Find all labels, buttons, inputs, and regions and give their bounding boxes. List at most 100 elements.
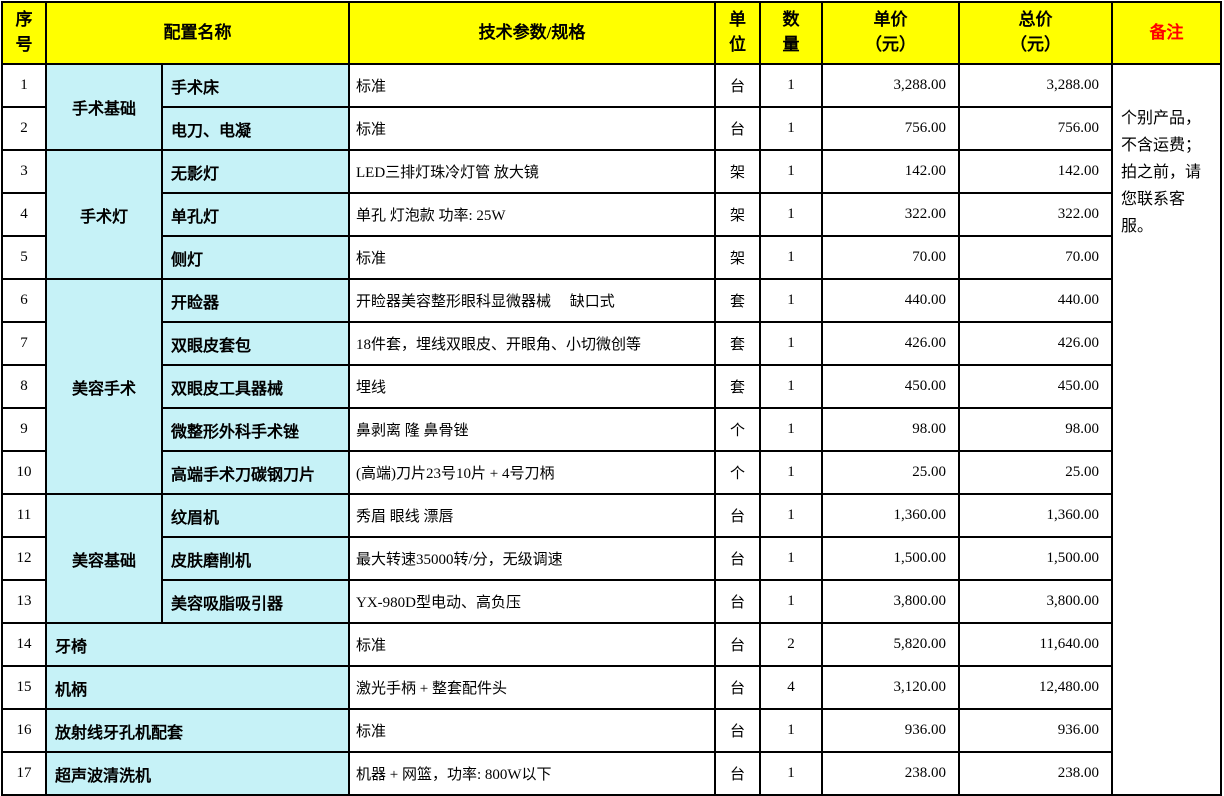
item-name-cell: 纹眉机: [161, 493, 350, 538]
total-price-cell: 322.00: [958, 192, 1113, 237]
row-number-cell: 8: [1, 364, 47, 409]
total-price-cell: 756.00: [958, 106, 1113, 151]
unit-cell: 台: [714, 106, 761, 151]
spec-cell: 鼻剥离 隆 鼻骨锉: [348, 407, 716, 452]
unit-cell: 台: [714, 751, 761, 796]
qty-cell: 1: [759, 450, 823, 495]
spec-cell: 标准: [348, 63, 716, 108]
spec-cell: 18件套，埋线双眼皮、开眼角、小切微创等: [348, 321, 716, 366]
item-name-cell: 机柄: [45, 665, 350, 710]
item-name-cell: 双眼皮套包: [161, 321, 350, 366]
spec-cell: 埋线: [348, 364, 716, 409]
qty-cell: 1: [759, 579, 823, 624]
unit-price-cell: 5,820.00: [821, 622, 960, 667]
group-name-cell: 手术灯: [45, 149, 163, 280]
qty-cell: 1: [759, 321, 823, 366]
unit-cell: 个: [714, 450, 761, 495]
item-name-cell: 双眼皮工具器械: [161, 364, 350, 409]
unit-cell: 套: [714, 321, 761, 366]
qty-cell: 1: [759, 536, 823, 581]
unit-price-cell: 98.00: [821, 407, 960, 452]
col-header-unit-price: 单价 （元）: [821, 1, 960, 65]
total-price-cell: 450.00: [958, 364, 1113, 409]
unit-cell: 台: [714, 665, 761, 710]
row-number-cell: 16: [1, 708, 47, 753]
table-row: 11 美容基础 纹眉机 秀眉 眼线 漂唇台 1 1,360.00 1,360.00: [1, 493, 1221, 624]
item-name-cell: 电刀、电凝: [161, 106, 350, 151]
qty-cell: 1: [759, 751, 823, 796]
item-name-cell: 美容吸脂吸引器: [161, 579, 350, 624]
unit-price-cell: 3,288.00: [821, 63, 960, 108]
table-body: 1 手术基础 手术床 标准台 1 3,288.00 3,288.00 个别产品，不含运费；拍之…: [1, 63, 1222, 796]
unit-price-cell: 936.00: [821, 708, 960, 753]
item-name-cell: 手术床: [161, 63, 350, 108]
row-number-cell: 1: [1, 63, 47, 108]
row-number-cell: 15: [1, 665, 47, 710]
spec-cell: 开睑器美容整形眼科显微器械 缺口式: [348, 278, 716, 323]
table-row: 6 美容手术 开睑器 开睑器美容整形眼科显微器械 缺口式套 1 440.00 440.00: [1, 278, 1221, 495]
unit-cell: 个: [714, 407, 761, 452]
qty-cell: 1: [759, 407, 823, 452]
col-header-remark: 备注: [1111, 1, 1222, 65]
spec-cell: 标准: [348, 106, 716, 151]
total-price-cell: 3,288.00: [958, 63, 1113, 108]
item-name-cell: 高端手术刀碳钢刀片: [161, 450, 350, 495]
unit-cell: 台: [714, 579, 761, 624]
total-price-cell: 142.00: [958, 149, 1113, 194]
qty-cell: 1: [759, 364, 823, 409]
spec-cell: 标准: [348, 235, 716, 280]
total-price-cell: 936.00: [958, 708, 1113, 753]
qty-cell: 1: [759, 149, 823, 194]
table-row: 17 超声波清洗机 机器 + 网篮，功率: 800W以下台 1 238.00 238.00: [1, 751, 1221, 796]
unit-price-cell: 3,800.00: [821, 579, 960, 624]
table-row: 13 美容吸脂吸引器 YX-980D型电动、高负压台 1 3,800.00 3,800.0…: [1, 579, 1221, 624]
item-name-cell: 放射线牙孔机配套: [45, 708, 350, 753]
item-name-cell: 无影灯: [161, 149, 350, 194]
spec-cell: 秀眉 眼线 漂唇: [348, 493, 716, 538]
total-price-cell: 98.00: [958, 407, 1113, 452]
spec-cell: 最大转速35000转/分，无级调速: [348, 536, 716, 581]
unit-cell: 台: [714, 708, 761, 753]
unit-cell: 台: [714, 622, 761, 667]
row-number-cell: 3: [1, 149, 47, 194]
row-number-cell: 5: [1, 235, 47, 280]
item-name-cell: 侧灯: [161, 235, 350, 280]
unit-cell: 台: [714, 493, 761, 538]
item-name-cell: 微整形外科手术锉: [161, 407, 350, 452]
total-price-cell: 1,360.00: [958, 493, 1113, 538]
row-number-cell: 2: [1, 106, 47, 151]
unit-cell: 架: [714, 149, 761, 194]
row-number-cell: 12: [1, 536, 47, 581]
unit-price-cell: 322.00: [821, 192, 960, 237]
table-row: 14 牙椅 标准台 2 5,820.00 11,640.00: [1, 622, 1221, 667]
group-name-cell: 美容手术: [45, 278, 163, 495]
item-name-cell: 单孔灯: [161, 192, 350, 237]
col-header-total-price: 总价 （元）: [958, 1, 1113, 65]
qty-cell: 1: [759, 192, 823, 237]
remark-cell: 个别产品，不含运费；拍之前，请您联系客服。: [1111, 63, 1222, 796]
total-price-cell: 3,800.00: [958, 579, 1113, 624]
qty-cell: 1: [759, 235, 823, 280]
unit-cell: 台: [714, 63, 761, 108]
qty-cell: 1: [759, 493, 823, 538]
unit-price-cell: 440.00: [821, 278, 960, 323]
col-header-qty: 数量: [759, 1, 823, 65]
table-row: 10 高端手术刀碳钢刀片 (高端)刀片23号10片 + 4号刀柄个 1 25.00 25.…: [1, 450, 1221, 495]
table-row: 9 微整形外科手术锉 鼻剥离 隆 鼻骨锉个 1 98.00 98.00: [1, 407, 1221, 452]
qty-cell: 1: [759, 106, 823, 151]
total-price-cell: 426.00: [958, 321, 1113, 366]
qty-cell: 1: [759, 278, 823, 323]
col-header-spec: 技术参数/规格: [348, 1, 716, 65]
spec-cell: (高端)刀片23号10片 + 4号刀柄: [348, 450, 716, 495]
unit-cell: 架: [714, 235, 761, 280]
item-name-cell: 开睑器: [161, 278, 350, 323]
item-name-cell: 牙椅: [45, 622, 350, 667]
total-price-cell: 25.00: [958, 450, 1113, 495]
table-row: 1 手术基础 手术床 标准台 1 3,288.00 3,288.00 个别产品，不含运费；拍之…: [1, 63, 1222, 796]
col-header-seq: 序号: [1, 1, 47, 65]
spec-cell: 机器 + 网篮，功率: 800W以下: [348, 751, 716, 796]
item-name-cell: 皮肤磨削机: [161, 536, 350, 581]
row-number-cell: 10: [1, 450, 47, 495]
row-number-cell: 14: [1, 622, 47, 667]
row-number-cell: 4: [1, 192, 47, 237]
